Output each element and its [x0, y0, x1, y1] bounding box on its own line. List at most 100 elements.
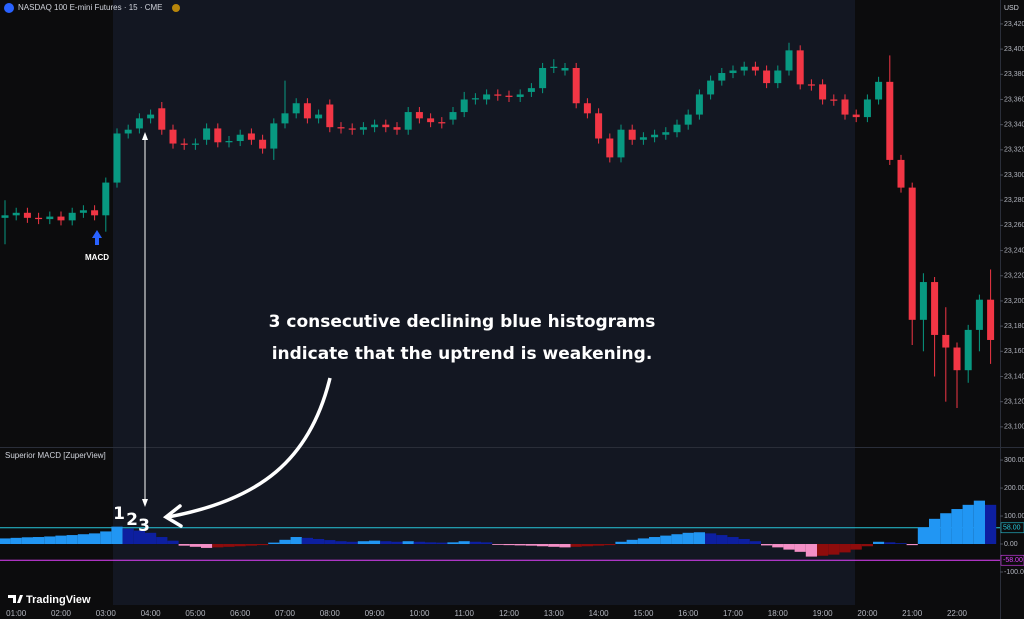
candle-body — [942, 334, 950, 348]
histogram-bar — [33, 537, 45, 545]
x-tick-label: 06:00 — [230, 609, 251, 618]
histogram-bar — [335, 541, 347, 545]
candle-body — [57, 216, 65, 221]
candle-body — [695, 94, 703, 115]
histogram-bar — [10, 537, 22, 545]
candle-body — [606, 138, 614, 158]
candle-body — [404, 112, 412, 130]
y-tick-label: 23,140 — [1004, 373, 1024, 380]
candle-body — [707, 80, 715, 95]
candle-body — [91, 210, 99, 216]
candle-body — [371, 124, 379, 128]
indicator-title: Superior MACD [ZuperView] — [5, 451, 106, 460]
candle-body — [203, 128, 211, 140]
x-tick-label: 22:00 — [947, 609, 968, 618]
y-tick-label: 200.00 — [1004, 485, 1024, 492]
candle-body — [494, 94, 502, 96]
candle-body — [348, 128, 356, 130]
candle-body — [919, 282, 927, 320]
y-tick-label: 23,340 — [1004, 122, 1024, 129]
y-tick-label: 23,420 — [1004, 21, 1024, 28]
histogram-bar — [257, 544, 269, 546]
histogram-bar — [89, 533, 101, 545]
histogram-bar — [615, 541, 627, 545]
x-tick-label: 10:00 — [409, 609, 430, 618]
histogram-bar — [133, 530, 145, 545]
y-tick-label: 23,380 — [1004, 71, 1024, 78]
level-tag — [1000, 554, 1024, 566]
histogram-bar — [525, 544, 537, 546]
candle-body — [807, 84, 815, 86]
x-tick-label: 14:00 — [589, 609, 610, 618]
histogram-bar — [671, 534, 683, 545]
histogram-bar — [100, 531, 112, 545]
candle-body — [595, 113, 603, 139]
y-tick-label: 23,240 — [1004, 247, 1024, 254]
y-tick-label: 23,320 — [1004, 147, 1024, 154]
candle-body — [617, 129, 625, 158]
histogram-bar — [817, 544, 829, 556]
histogram-bar — [906, 544, 918, 546]
candle-body — [191, 143, 199, 145]
x-tick-label: 20:00 — [857, 609, 878, 618]
histogram-bar — [581, 544, 593, 547]
y-tick-label: 23,360 — [1004, 96, 1024, 103]
y-tick-label: 23,180 — [1004, 323, 1024, 330]
x-tick-label: 03:00 — [96, 609, 117, 618]
candle-body — [830, 99, 838, 101]
histogram-bar — [313, 538, 325, 545]
candle-body — [236, 134, 244, 142]
histogram-bar — [156, 537, 168, 545]
candle-body — [359, 127, 367, 130]
x-tick-label: 21:00 — [902, 609, 923, 618]
histogram-bar — [660, 535, 672, 545]
candle-body — [225, 141, 233, 143]
histogram-bar — [503, 544, 515, 546]
histogram-bar — [537, 544, 549, 547]
candle-body — [438, 122, 446, 124]
y-tick-label: 100.00 — [1004, 513, 1024, 520]
candle-body — [583, 103, 591, 114]
histogram-bar — [369, 540, 381, 545]
candle-body — [259, 139, 267, 149]
histogram-bar — [122, 528, 134, 545]
x-tick-label: 19:00 — [813, 609, 834, 618]
histogram-bar — [604, 544, 616, 546]
y-tick-label: 23,200 — [1004, 298, 1024, 305]
level-label: 58.00 — [1003, 525, 1021, 532]
x-tick-label: 13:00 — [544, 609, 565, 618]
annotation-line: 3 consecutive declining blue histograms — [269, 312, 656, 332]
histogram-bar — [682, 532, 694, 545]
candle-body — [1, 215, 9, 218]
histogram-bar — [55, 535, 67, 545]
candle-body — [147, 114, 155, 119]
candle-body — [751, 66, 759, 71]
candle-body — [427, 118, 435, 123]
candle-body — [12, 212, 20, 216]
histogram-bar — [962, 504, 974, 545]
x-tick-label: 15:00 — [633, 609, 654, 618]
histogram-bar — [749, 541, 761, 545]
histogram-bar — [357, 541, 369, 545]
candle-body — [740, 66, 748, 71]
x-tick-label: 02:00 — [51, 609, 72, 618]
histogram-bar — [301, 537, 313, 545]
histogram-bar — [279, 539, 291, 545]
logo-icon — [8, 595, 23, 603]
histogram-bar — [839, 544, 851, 553]
candle-body — [875, 81, 883, 100]
y-tick-label: 300.00 — [1004, 457, 1024, 464]
candle-body — [471, 98, 479, 100]
candle-body — [684, 114, 692, 125]
histogram-bar — [940, 513, 952, 545]
candle-body — [415, 112, 423, 119]
histogram-bar — [425, 542, 437, 545]
candle-body — [315, 114, 323, 119]
histogram-bar — [167, 540, 179, 545]
histogram-bar — [413, 541, 425, 545]
y-tick-label: 23,120 — [1004, 399, 1024, 406]
candle-body — [516, 94, 524, 97]
y-tick-label: 23,300 — [1004, 172, 1024, 179]
y-tick-label: -100.0 — [1004, 569, 1024, 576]
